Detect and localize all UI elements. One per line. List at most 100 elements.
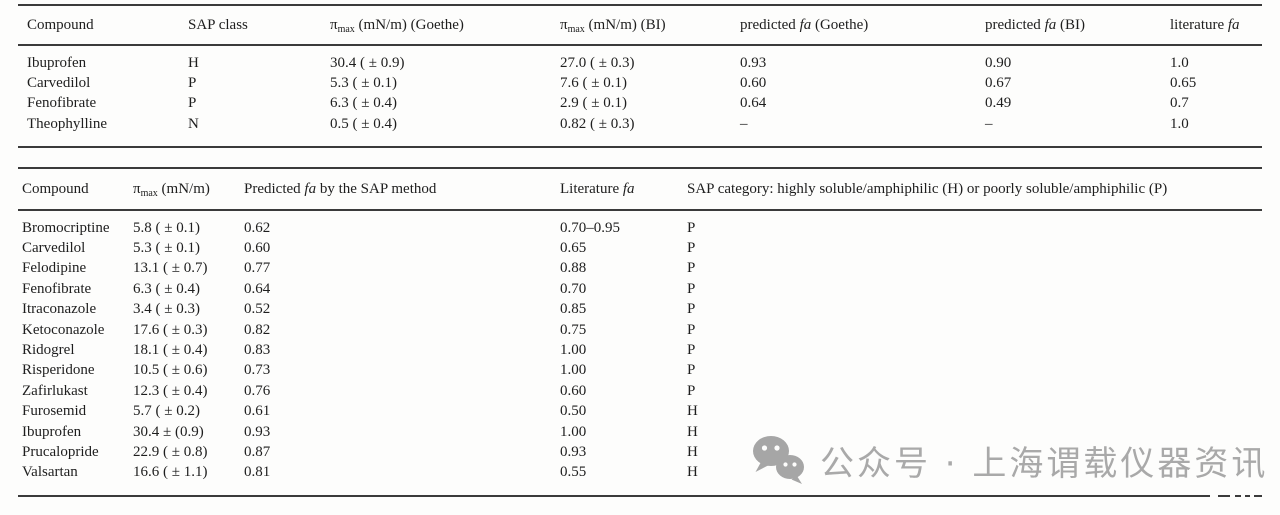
column-header: literature fa <box>1170 16 1240 33</box>
predicted-fa-cell: 0.83 <box>244 342 271 359</box>
pi-max-cell: 5.3 ( ± 0.1) <box>133 240 200 257</box>
predicted-fa-cell: 0.76 <box>244 382 271 399</box>
predicted-fa-cell: 0.82 <box>244 321 271 338</box>
table-2-body: Bromocriptine 5.8 ( ± 0.1) 0.62 0.70–0.9… <box>18 211 1262 495</box>
sap-class-cell: H <box>188 54 199 71</box>
compound-cell: Ketoconazole <box>22 321 105 338</box>
literature-fa-cell: 0.65 <box>1170 74 1197 91</box>
sap-class-cell: P <box>188 74 197 91</box>
pi-max-goethe-cell: 30.4 ( ± 0.9) <box>330 54 405 71</box>
literature-fa-cell: 0.75 <box>560 321 587 338</box>
predicted-fa-bi-cell: 0.67 <box>985 74 1012 91</box>
pi-max-bi-cell: 0.82 ( ± 0.3) <box>560 115 635 132</box>
table-row: Fenofibrate P 6.3 ( ± 0.4) 2.9 ( ± 0.1) … <box>18 94 1262 114</box>
predicted-fa-bi-cell: 0.90 <box>985 54 1012 71</box>
predicted-fa-cell: 0.52 <box>244 301 271 318</box>
column-header: πmax (mN/m) (BI) <box>560 16 666 35</box>
table-row: Ridogrel 18.1 ( ± 0.4) 0.83 1.00 P <box>18 340 1262 360</box>
pi-max-bi-cell: 7.6 ( ± 0.1) <box>560 74 627 91</box>
compound-cell: Bromocriptine <box>22 219 110 236</box>
sap-category-cell: P <box>687 301 696 318</box>
column-header: Literature fa <box>560 180 635 197</box>
literature-fa-cell: 0.93 <box>560 443 587 460</box>
predicted-fa-cell: 0.93 <box>244 423 271 440</box>
predicted-fa-cell: 0.73 <box>244 362 271 379</box>
pi-max-goethe-cell: 6.3 ( ± 0.4) <box>330 95 397 112</box>
sap-category-cell: P <box>687 240 696 257</box>
pi-max-cell: 10.5 ( ± 0.6) <box>133 362 208 379</box>
table-row: Bromocriptine 5.8 ( ± 0.1) 0.62 0.70–0.9… <box>18 218 1262 238</box>
pi-max-cell: 6.3 ( ± 0.4) <box>133 280 200 297</box>
sap-category-cell: P <box>687 382 696 399</box>
compound-cell: Prucalopride <box>22 443 99 460</box>
literature-fa-cell: 0.50 <box>560 403 587 420</box>
sap-category-cell: P <box>687 321 696 338</box>
table-row: Prucalopride 22.9 ( ± 0.8) 0.87 0.93 H <box>18 442 1262 462</box>
compound-cell: Valsartan <box>22 464 78 481</box>
table-row: Itraconazole 3.4 ( ± 0.3) 0.52 0.85 P <box>18 300 1262 320</box>
sap-category-cell: H <box>687 464 698 481</box>
table-1-body: Ibuprofen H 30.4 ( ± 0.9) 27.0 ( ± 0.3) … <box>18 46 1262 146</box>
table-row: Carvedilol P 5.3 ( ± 0.1) 7.6 ( ± 0.1) 0… <box>18 73 1262 93</box>
compound-cell: Zafirlukast <box>22 382 88 399</box>
sap-category-cell: H <box>687 423 698 440</box>
compound-cell: Felodipine <box>22 260 87 277</box>
pi-max-goethe-cell: 5.3 ( ± 0.1) <box>330 74 397 91</box>
compound-cell: Risperidone <box>22 362 95 379</box>
predicted-fa-cell: 0.81 <box>244 464 271 481</box>
compound-cell: Ibuprofen <box>27 54 87 71</box>
table-1-bottom-rule <box>18 146 1262 149</box>
table-row: Furosemid 5.7 ( ± 0.2) 0.61 0.50 H <box>18 402 1262 422</box>
table-1-sap-goethe-bi-comparison: Compound SAP class πmax (mN/m) (Goethe) πma… <box>18 4 1262 149</box>
sap-category-cell: P <box>687 362 696 379</box>
compound-cell: Furosemid <box>22 403 87 420</box>
table-1-header-rule <box>18 44 1262 46</box>
table-2-top-rule <box>18 167 1262 169</box>
sap-category-cell: H <box>687 443 698 460</box>
pi-max-bi-cell: 27.0 ( ± 0.3) <box>560 54 635 71</box>
predicted-fa-cell: 0.87 <box>244 443 271 460</box>
compound-cell: Carvedilol <box>22 240 86 257</box>
predicted-fa-cell: 0.61 <box>244 403 271 420</box>
table-2-bottom-rule <box>18 495 1262 498</box>
pi-max-cell: 5.7 ( ± 0.2) <box>133 403 200 420</box>
table-2-header-row: Compound πmax (mN/m) Predicted fa by the S… <box>18 169 1262 209</box>
compound-cell: Fenofibrate <box>22 280 92 297</box>
sap-category-cell: P <box>687 260 696 277</box>
sap-category-cell: P <box>687 280 696 297</box>
table-row: Valsartan 16.6 ( ± 1.1) 0.81 0.55 H <box>18 463 1262 483</box>
literature-fa-cell: 0.70 <box>560 280 587 297</box>
literature-fa-cell: 0.55 <box>560 464 587 481</box>
table-row: Theophylline N 0.5 ( ± 0.4) 0.82 ( ± 0.3… <box>18 114 1262 134</box>
pi-max-cell: 16.6 ( ± 1.1) <box>133 464 208 481</box>
column-header: πmax (mN/m) (Goethe) <box>330 16 464 35</box>
table-row: Ibuprofen 30.4 ± (0.9) 0.93 1.00 H <box>18 422 1262 442</box>
column-header: predicted fa (BI) <box>985 16 1085 33</box>
table-row: Risperidone 10.5 ( ± 0.6) 0.73 1.00 P <box>18 361 1262 381</box>
literature-fa-cell: 0.7 <box>1170 95 1189 112</box>
sap-category-cell: H <box>687 403 698 420</box>
table-2-sap-predictions: Compound πmax (mN/m) Predicted fa by the S… <box>18 167 1262 498</box>
predicted-fa-cell: 0.62 <box>244 219 271 236</box>
sap-class-cell: P <box>188 95 197 112</box>
column-header: SAP category: highly soluble/amphiphilic… <box>687 180 1168 197</box>
predicted-fa-goethe-cell: – <box>740 115 748 132</box>
pi-max-goethe-cell: 0.5 ( ± 0.4) <box>330 115 397 132</box>
pi-max-cell: 30.4 ± (0.9) <box>133 423 204 440</box>
literature-fa-cell: 1.0 <box>1170 115 1189 132</box>
pi-max-cell: 5.8 ( ± 0.1) <box>133 219 200 236</box>
sap-category-cell: P <box>687 219 696 236</box>
predicted-fa-cell: 0.60 <box>244 240 271 257</box>
table-row: Zafirlukast 12.3 ( ± 0.4) 0.76 0.60 P <box>18 381 1262 401</box>
predicted-fa-goethe-cell: 0.93 <box>740 54 767 71</box>
compound-cell: Carvedilol <box>27 74 91 91</box>
predicted-fa-cell: 0.77 <box>244 260 271 277</box>
table-2-header-rule <box>18 209 1262 211</box>
predicted-fa-bi-cell: 0.49 <box>985 95 1012 112</box>
literature-fa-cell: 0.85 <box>560 301 587 318</box>
sap-class-cell: N <box>188 115 199 132</box>
column-header: SAP class <box>188 16 248 33</box>
pi-max-cell: 12.3 ( ± 0.4) <box>133 382 208 399</box>
pi-max-bi-cell: 2.9 ( ± 0.1) <box>560 95 627 112</box>
